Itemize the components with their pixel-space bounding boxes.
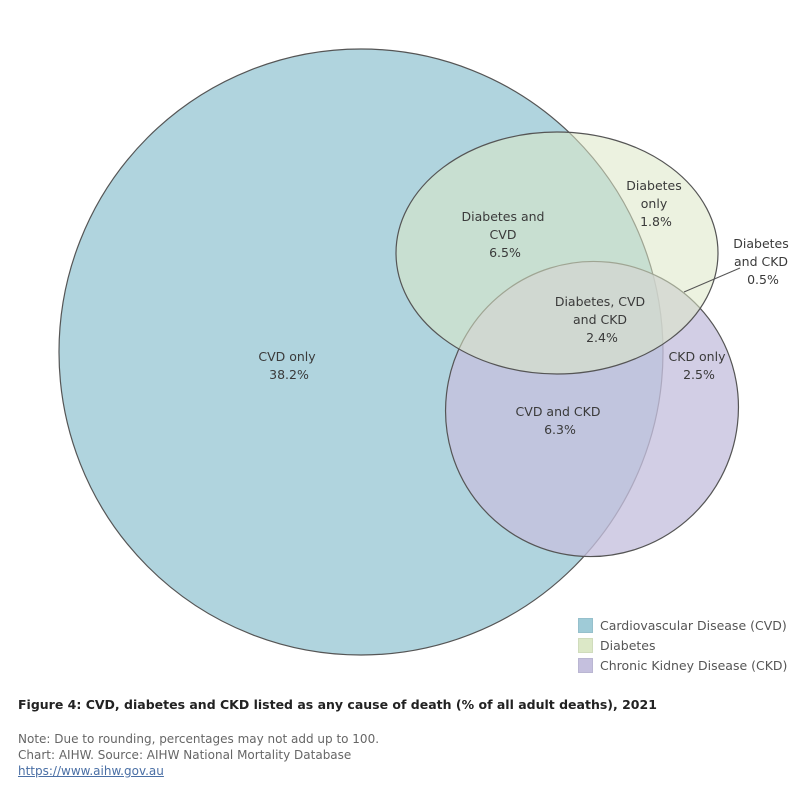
all-three-label: Diabetes, CVD and CKD 2.4% xyxy=(555,294,649,345)
cvd-only-label: CVD only 38.2% xyxy=(258,349,319,382)
legend-swatch-ckd xyxy=(578,657,593,673)
footer-link[interactable]: https://www.aihw.gov.au xyxy=(18,764,164,778)
diabetes-ckd-label: Diabetes and CKD 0.5% xyxy=(733,236,792,287)
footer-source: Chart: AIHW. Source: AIHW National Morta… xyxy=(18,748,352,762)
footer-note: Note: Due to rounding, percentages may n… xyxy=(18,732,380,746)
venn-diagram: CVD only 38.2% Diabetes and CVD 6.5% Dia… xyxy=(58,48,792,656)
legend-item-diabetes[interactable]: Diabetes xyxy=(578,635,787,655)
legend-label-ckd: Chronic Kidney Disease (CKD) xyxy=(600,657,788,673)
footer: Note: Due to rounding, percentages may n… xyxy=(18,731,379,779)
legend-item-cvd[interactable]: Cardiovascular Disease (CVD) xyxy=(578,615,787,635)
legend: Cardiovascular Disease (CVD) Diabetes Ch… xyxy=(578,615,787,675)
legend-swatch-cvd xyxy=(578,617,593,633)
figure-title: Figure 4: CVD, diabetes and CKD listed a… xyxy=(18,697,657,712)
diabetes-cvd-label: Diabetes and CVD 6.5% xyxy=(462,209,549,260)
ckd-only-label: CKD only 2.5% xyxy=(669,349,730,382)
legend-swatch-diabetes xyxy=(578,637,593,653)
diabetes-ellipse[interactable] xyxy=(395,131,719,375)
legend-label-diabetes: Diabetes xyxy=(600,637,656,653)
legend-item-ckd[interactable]: Chronic Kidney Disease (CKD) xyxy=(578,655,787,675)
cvd-ckd-label: CVD and CKD 6.3% xyxy=(516,404,605,437)
diabetes-ckd-leader-line xyxy=(683,267,741,293)
legend-label-cvd: Cardiovascular Disease (CVD) xyxy=(600,617,787,633)
diabetes-only-label: Diabetes only 1.8% xyxy=(626,178,685,229)
